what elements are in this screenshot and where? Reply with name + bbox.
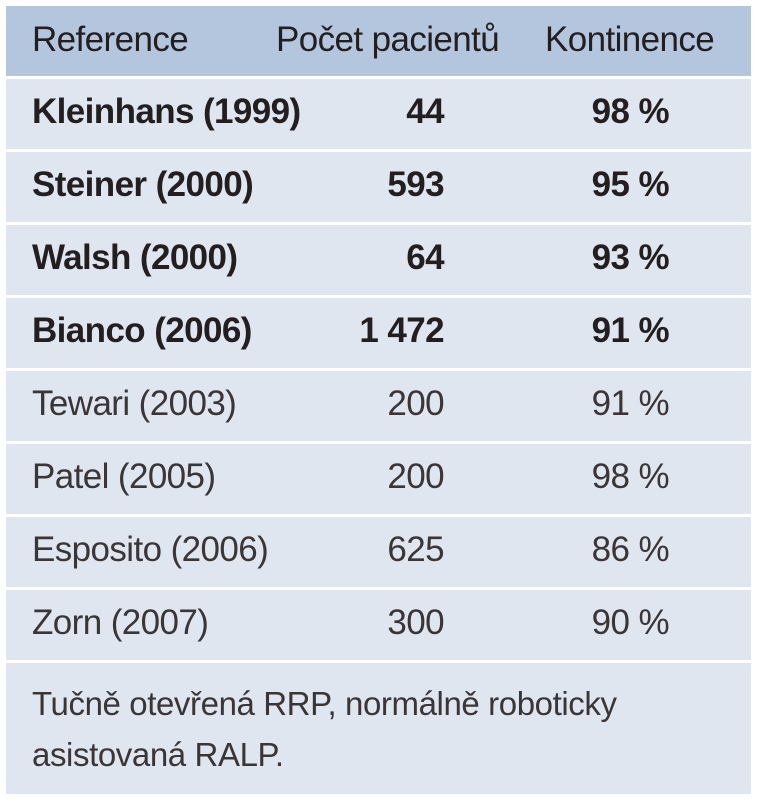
cell-continence: 91 % (591, 311, 670, 350)
cell-reference: Zorn (2007) (32, 603, 209, 642)
row-divider (6, 660, 751, 663)
row-divider (6, 368, 751, 371)
cell-continence: 98 % (591, 92, 670, 131)
cell-patients: 200 (387, 384, 444, 423)
cell-reference: Steiner (2000) (32, 165, 254, 204)
header-divider (6, 76, 751, 79)
cell-reference: Walsh (2000) (32, 238, 238, 277)
data-table: Reference Počet pacientů Kontinence Tučn… (6, 6, 751, 794)
cell-continence: 98 % (591, 457, 670, 496)
cell-patients: 300 (387, 603, 444, 642)
cell-patients: 625 (387, 530, 444, 569)
cell-reference: Patel (2005) (32, 457, 216, 496)
row-divider (6, 441, 751, 444)
cell-patients: 593 (387, 165, 444, 204)
cell-patients: 1 472 (359, 311, 444, 350)
row-divider (6, 514, 751, 517)
header-continence: Kontinence (545, 20, 715, 59)
header-patients: Počet pacientů (276, 20, 500, 59)
cell-patients: 200 (387, 457, 444, 496)
row-divider (6, 587, 751, 590)
cell-continence: 93 % (591, 238, 670, 277)
cell-reference: Tewari (2003) (32, 384, 237, 423)
table-note: Tučně otevřená RRP, normálně roboticky a… (32, 685, 617, 773)
cell-reference: Bianco (2006) (32, 311, 252, 350)
cell-continence: 91 % (591, 384, 670, 423)
cell-continence: 95 % (591, 165, 670, 204)
row-divider (6, 222, 751, 225)
cell-continence: 86 % (591, 530, 670, 569)
row-divider (6, 149, 751, 152)
cell-reference: Esposito (2006) (32, 530, 269, 569)
cell-continence: 90 % (591, 603, 670, 642)
cell-patients: 44 (406, 92, 444, 131)
cell-reference: Kleinhans (1999) (32, 92, 301, 131)
table-header: Reference Počet pacientů Kontinence (6, 6, 751, 76)
cell-patients: 64 (406, 238, 444, 277)
row-divider (6, 295, 751, 298)
header-reference: Reference (32, 20, 189, 59)
